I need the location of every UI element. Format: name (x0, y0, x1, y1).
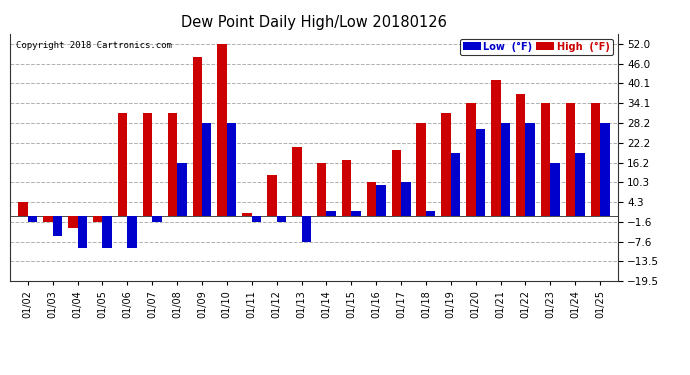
Bar (267, 175, 277, 216)
Bar (591, 103, 600, 216)
Bar (442, 114, 451, 216)
Bar (401, 182, 411, 216)
Bar (143, 114, 152, 216)
Bar (342, 160, 351, 216)
Bar (77, 216, 87, 248)
Title: Dew Point Daily High/Low 20180126: Dew Point Daily High/Low 20180126 (181, 15, 447, 30)
Bar (52, 216, 62, 236)
Bar (600, 123, 609, 216)
Bar (500, 123, 510, 216)
Bar (217, 44, 227, 216)
Bar (242, 213, 252, 216)
Bar (326, 211, 336, 216)
Bar (417, 123, 426, 216)
Bar (317, 163, 326, 216)
Bar (451, 153, 460, 216)
Bar (566, 103, 575, 216)
Bar (351, 211, 361, 216)
Bar (302, 216, 311, 242)
Bar (475, 129, 485, 216)
Bar (541, 103, 551, 216)
Bar (516, 93, 526, 216)
Bar (491, 80, 500, 216)
Bar (193, 57, 202, 216)
Bar (118, 114, 128, 216)
Bar (28, 216, 37, 222)
Bar (466, 103, 475, 216)
Bar (376, 185, 386, 216)
Bar (551, 163, 560, 216)
Bar (292, 147, 302, 216)
Bar (102, 216, 112, 248)
Bar (128, 216, 137, 248)
Bar (202, 123, 211, 216)
Bar (227, 123, 236, 216)
Bar (366, 182, 376, 216)
Bar (168, 114, 177, 216)
Bar (19, 202, 28, 216)
Bar (43, 216, 52, 222)
Legend: Low  (°F), High  (°F): Low (°F), High (°F) (460, 39, 613, 54)
Bar (68, 216, 77, 228)
Bar (526, 123, 535, 216)
Bar (152, 216, 161, 222)
Bar (392, 150, 401, 216)
Bar (177, 163, 186, 216)
Bar (277, 216, 286, 222)
Bar (252, 216, 262, 222)
Bar (575, 153, 584, 216)
Text: Copyright 2018 Cartronics.com: Copyright 2018 Cartronics.com (17, 41, 172, 50)
Bar (426, 211, 435, 216)
Bar (93, 216, 102, 222)
